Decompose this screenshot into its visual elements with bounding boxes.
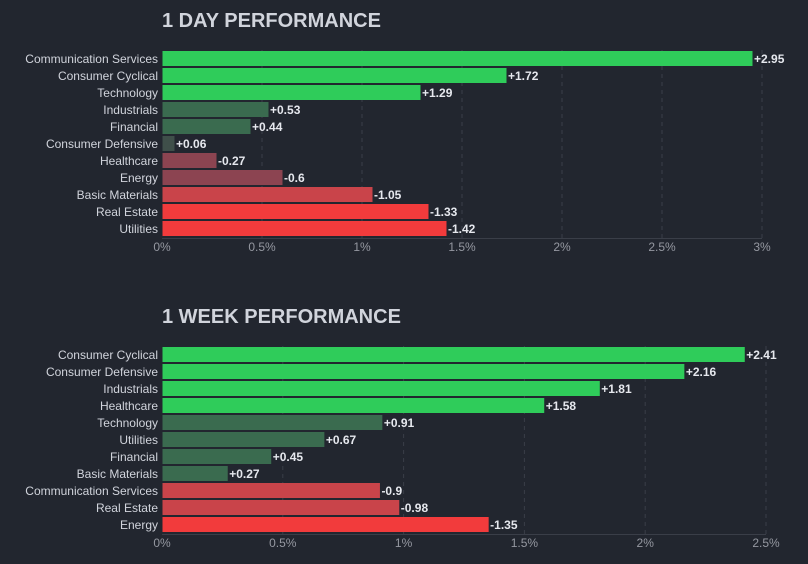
- x-tick-label: 2.5%: [752, 536, 780, 550]
- x-tick-label: 1.5%: [448, 240, 476, 254]
- x-tick-label: 1.5%: [511, 536, 539, 550]
- bar-value-label: +0.67: [326, 433, 357, 447]
- category-label: Consumer Defensive: [46, 137, 158, 151]
- bar[interactable]: [162, 102, 269, 117]
- bar[interactable]: [162, 170, 283, 185]
- bar-value-label: +2.41: [746, 348, 777, 362]
- bar[interactable]: [162, 85, 421, 100]
- bar-value-label: -1.42: [448, 222, 476, 236]
- x-tick-label: 0.5%: [248, 240, 276, 254]
- bar-value-label: -0.9: [381, 484, 402, 498]
- x-tick-label: 1%: [353, 240, 371, 254]
- category-label: Energy: [120, 518, 158, 532]
- category-label: Communication Services: [25, 52, 158, 66]
- x-tick-label: 0.5%: [269, 536, 297, 550]
- category-label: Healthcare: [100, 399, 158, 413]
- bar-value-label: -0.6: [284, 171, 305, 185]
- category-label: Utilities: [119, 222, 158, 236]
- x-tick-label: 2%: [553, 240, 571, 254]
- day-performance-chart: 1 DAY PERFORMANCE 0% 0.5% 1% 1.5% 2% 2.5% 3% Com…: [25, 10, 784, 254]
- bar-value-label: +2.16: [686, 365, 717, 379]
- bar-value-label: +1.58: [546, 399, 577, 413]
- category-label: Energy: [120, 171, 158, 185]
- chart-title: 1 DAY PERFORMANCE: [162, 10, 381, 32]
- category-label: Industrials: [103, 382, 158, 396]
- category-label: Financial: [110, 450, 158, 464]
- category-label: Real Estate: [96, 501, 158, 515]
- category-label: Basic Materials: [77, 467, 158, 481]
- bar-value-label: +1.29: [422, 86, 453, 100]
- bar[interactable]: [162, 204, 429, 219]
- bar-value-label: -1.33: [430, 205, 458, 219]
- bar[interactable]: [162, 381, 600, 396]
- bar-value-label: -1.05: [374, 188, 402, 202]
- x-tick-label: 0%: [153, 536, 171, 550]
- category-label: Financial: [110, 120, 158, 134]
- bar-value-label: -0.98: [401, 501, 429, 515]
- bar[interactable]: [162, 68, 507, 83]
- category-label: Industrials: [103, 103, 158, 117]
- bar[interactable]: [162, 466, 228, 481]
- category-label: Technology: [97, 86, 158, 100]
- bar-value-label: +0.27: [229, 467, 260, 481]
- category-label: Consumer Cyclical: [58, 69, 158, 83]
- bar-value-label: +0.91: [384, 416, 415, 430]
- bar[interactable]: [162, 347, 745, 362]
- x-tick-label: 1%: [395, 536, 413, 550]
- bar[interactable]: [162, 136, 175, 151]
- category-label: Consumer Defensive: [46, 365, 158, 379]
- x-tick-label: 0%: [153, 240, 171, 254]
- chart-title: 1 WEEK PERFORMANCE: [162, 306, 401, 328]
- bar-value-label: +0.53: [270, 103, 301, 117]
- x-tick-label: 2%: [637, 536, 655, 550]
- x-tick-label: 2.5%: [648, 240, 676, 254]
- bar-value-label: -1.35: [490, 518, 518, 532]
- bar[interactable]: [162, 51, 753, 66]
- bar[interactable]: [162, 500, 400, 515]
- bar-value-label: +0.44: [252, 120, 283, 134]
- bar[interactable]: [162, 221, 447, 236]
- bar-value-label: +0.06: [176, 137, 207, 151]
- bar[interactable]: [162, 517, 489, 532]
- bar[interactable]: [162, 364, 685, 379]
- week-performance-chart: 1 WEEK PERFORMANCE 0% 0.5% 1% 1.5% 2% 2.5% Cons…: [25, 306, 780, 550]
- bar-value-label: +1.72: [508, 69, 539, 83]
- bar-value-label: +0.45: [273, 450, 304, 464]
- bar[interactable]: [162, 119, 251, 134]
- x-tick-label: 3%: [753, 240, 771, 254]
- bar-value-label: -0.27: [218, 154, 246, 168]
- category-label: Healthcare: [100, 154, 158, 168]
- category-label: Technology: [97, 416, 158, 430]
- category-label: Utilities: [119, 433, 158, 447]
- bar[interactable]: [162, 432, 325, 447]
- bar[interactable]: [162, 449, 272, 464]
- bar[interactable]: [162, 187, 373, 202]
- bar-value-label: +1.81: [601, 382, 632, 396]
- category-label: Real Estate: [96, 205, 158, 219]
- bar[interactable]: [162, 415, 383, 430]
- bar-value-label: +2.95: [754, 52, 785, 66]
- category-label: Basic Materials: [77, 188, 158, 202]
- category-label: Communication Services: [25, 484, 158, 498]
- bar[interactable]: [162, 483, 380, 498]
- bar[interactable]: [162, 398, 545, 413]
- bar[interactable]: [162, 153, 217, 168]
- category-label: Consumer Cyclical: [58, 348, 158, 362]
